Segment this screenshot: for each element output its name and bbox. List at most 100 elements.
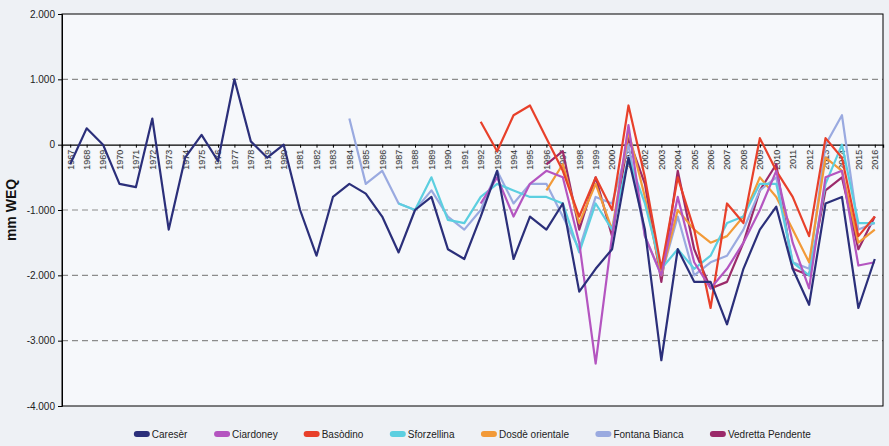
- x-tick-label: 2008: [739, 150, 749, 170]
- x-tick-mark: [514, 145, 515, 148]
- x-tick-label: 1981: [295, 150, 305, 170]
- legend-swatch: [137, 431, 147, 437]
- x-tick-mark: [661, 145, 662, 148]
- y-tick-mark: [58, 210, 62, 211]
- x-tick-mark: [399, 145, 400, 148]
- x-tick-label: 2012: [804, 150, 814, 170]
- x-tick-mark: [448, 145, 449, 148]
- x-tick-label: 2005: [690, 150, 700, 170]
- x-tick-label: 1972: [148, 150, 158, 170]
- grid-line: [62, 275, 883, 276]
- x-tick-label: 1993: [493, 150, 503, 170]
- x-tick-mark: [431, 145, 432, 148]
- x-tick-mark: [694, 145, 695, 148]
- x-tick-label: 2004: [673, 150, 683, 170]
- x-tick-label: 1989: [427, 150, 437, 170]
- x-tick-label: 1978: [246, 150, 256, 170]
- x-tick-mark: [563, 145, 564, 148]
- legend-item: Ciardoney: [217, 429, 278, 440]
- x-tick: 1977: [230, 145, 240, 170]
- x-tick-mark: [530, 145, 531, 148]
- x-tick-mark: [760, 145, 761, 148]
- x-tick: 1991: [460, 145, 470, 170]
- x-tick-label: 1998: [575, 150, 585, 170]
- x-tick-label: 1986: [378, 150, 388, 170]
- legend-swatch: [217, 431, 227, 437]
- x-tick-mark: [87, 145, 88, 148]
- x-tick-label: 1994: [509, 150, 519, 170]
- x-tick: 1999: [591, 145, 601, 170]
- y-tick-label: 1.000: [30, 74, 55, 85]
- x-tick-mark: [333, 145, 334, 148]
- x-tick-label: 2007: [722, 150, 732, 170]
- x-tick: 1996: [542, 145, 552, 170]
- x-tick-label: 1988: [410, 150, 420, 170]
- y-tick: -1.000: [27, 205, 62, 216]
- zero-line: [63, 145, 884, 148]
- x-tick-label: 1979: [263, 150, 273, 170]
- x-tick-label: 1995: [525, 150, 535, 170]
- x-tick: 1978: [246, 145, 256, 170]
- x-tick-mark: [743, 145, 744, 148]
- x-tick-mark: [809, 145, 810, 148]
- x-tick: 1968: [82, 145, 92, 170]
- x-tick-mark: [858, 145, 859, 148]
- x-tick-label: 1973: [164, 150, 174, 170]
- x-tick-mark: [251, 145, 252, 148]
- x-tick-label: 1977: [230, 150, 240, 170]
- x-tick-mark: [711, 145, 712, 148]
- x-tick-mark: [366, 145, 367, 148]
- x-tick: 1984: [345, 145, 355, 170]
- plot-frame: [62, 14, 883, 406]
- x-tick-label: 1985: [361, 150, 371, 170]
- x-tick-label: 1983: [328, 150, 338, 170]
- y-tick-mark: [58, 79, 62, 80]
- x-tick-label: 1987: [394, 150, 404, 170]
- x-tick: 2012: [804, 145, 814, 170]
- x-tick: 1988: [410, 145, 420, 170]
- x-tick-mark: [136, 145, 137, 148]
- y-tick: 2.000: [30, 9, 62, 20]
- x-tick-mark: [382, 145, 383, 148]
- x-tick: 1971: [131, 145, 141, 170]
- legend-swatch: [393, 431, 403, 437]
- x-tick-mark: [415, 145, 416, 148]
- legend-swatch: [307, 431, 317, 437]
- x-tick-label: 1996: [542, 150, 552, 170]
- x-tick: 1973: [164, 145, 174, 170]
- x-tick: 1986: [378, 145, 388, 170]
- x-tick-mark: [169, 145, 170, 148]
- x-tick-mark: [793, 145, 794, 148]
- x-tick-mark: [727, 145, 728, 148]
- y-tick-mark: [58, 406, 62, 407]
- legend-swatch: [484, 431, 494, 437]
- x-tick-mark: [317, 145, 318, 148]
- x-tick-mark: [152, 145, 153, 148]
- x-tick: 1998: [575, 145, 585, 170]
- x-tick-mark: [70, 145, 71, 148]
- legend-label: Basòdino: [322, 429, 364, 440]
- legend-label: Ciardoney: [232, 429, 278, 440]
- x-tick: 1992: [476, 145, 486, 170]
- legend-item: Basòdino: [307, 429, 364, 440]
- x-tick-label: 1968: [82, 150, 92, 170]
- y-tick-label: -1.000: [27, 205, 56, 216]
- y-tick-label: 2.000: [30, 9, 55, 20]
- x-tick-label: 2016: [870, 150, 880, 170]
- y-tick-label: -3.000: [27, 335, 56, 346]
- series-line: [399, 145, 875, 276]
- x-tick-label: 1967: [66, 150, 76, 170]
- legend-label: Vedretta Pendente: [728, 429, 811, 440]
- x-tick: 2011: [788, 145, 798, 169]
- x-tick-label: 1990: [443, 150, 453, 170]
- x-tick-mark: [678, 145, 679, 148]
- x-tick-label: 1970: [115, 150, 125, 170]
- x-tick-mark: [875, 145, 876, 148]
- plot: -4.000-3.000-2.000-1.00001.0002.00019671…: [27, 9, 884, 412]
- y-axis-title: mm WEQ: [3, 179, 19, 241]
- legend-label: Fontana Bianca: [613, 429, 683, 440]
- x-tick-mark: [612, 145, 613, 148]
- x-tick-mark: [481, 145, 482, 148]
- y-tick-label: 0: [49, 139, 55, 150]
- x-tick: 1983: [328, 145, 338, 170]
